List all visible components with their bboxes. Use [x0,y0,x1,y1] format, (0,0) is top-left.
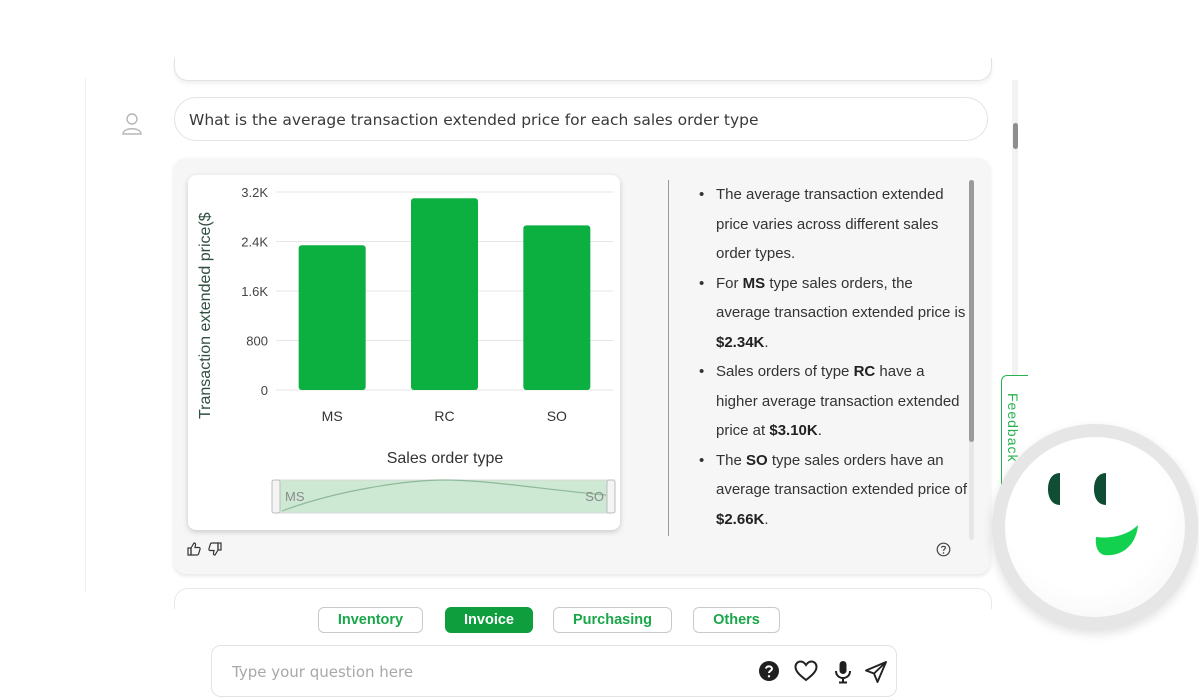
chatbot-logo-icon[interactable] [1040,465,1150,565]
y-tick-label: 2.4K [241,235,268,250]
y-tick-label: 800 [246,334,268,349]
chat-scrollbar-thumb[interactable] [1013,123,1018,149]
insights-list: The average transaction extended price v… [696,180,968,534]
y-axis-label: Transaction extended price($ [197,212,214,419]
help-icon[interactable] [936,542,951,557]
user-question: What is the average transaction extended… [174,97,988,141]
tab-purchasing[interactable]: Purchasing [553,607,672,633]
tab-others[interactable]: Others [693,607,780,633]
send-icon[interactable] [864,660,888,684]
x-tick-label: RC [434,408,454,424]
zoom-slider[interactable]: MS SO [271,479,616,514]
bar-chart: 0 800 1.6K 2.4K 3.2K MS RC SO Transaction exten… [197,185,616,514]
insight-item: The SO type sales orders have an average… [696,446,968,535]
slider-handle-left[interactable] [271,479,281,514]
content-divider [668,180,669,536]
bar-so[interactable] [523,225,591,390]
heart-icon[interactable] [794,660,818,682]
x-axis-label: Sales order type [387,450,504,467]
feedback-label[interactable]: Feedback [1005,393,1021,463]
insight-item: The average transaction extended price v… [696,180,968,269]
thumbs-up-icon[interactable] [187,542,201,556]
x-tick-label: MS [322,408,343,424]
tab-inventory[interactable]: Inventory [318,607,423,633]
slider-start-label: MS [285,489,305,504]
chart-container: 0 800 1.6K 2.4K 3.2K MS RC SO Transaction exten… [188,175,620,530]
bar-ms[interactable] [298,245,366,390]
y-tick-label: 0 [261,383,268,398]
next-message-card [174,588,992,609]
insights-scrollbar-thumb[interactable] [969,180,974,442]
chatbot-face[interactable] [1005,437,1185,617]
chat-scrollbar-track[interactable] [1012,80,1018,380]
user-icon [122,113,142,135]
question-input-bar [211,645,897,697]
slider-end-label: SO [585,489,604,504]
slider-handle-right[interactable] [606,479,616,514]
question-input[interactable] [230,658,734,686]
insight-item: Sales orders of type RC have a higher av… [696,357,968,446]
bar-rc[interactable] [411,198,478,390]
y-tick-label: 1.6K [241,284,268,299]
thumbs-down-icon[interactable] [208,542,222,556]
microphone-icon[interactable] [833,660,853,684]
help-icon[interactable] [758,660,780,682]
y-tick-label: 3.2K [241,185,268,200]
tab-invoice[interactable]: Invoice [445,607,533,633]
insight-item: For MS type sales orders, the average tr… [696,269,968,358]
x-tick-label: SO [547,408,567,424]
previous-message-card [174,58,992,81]
